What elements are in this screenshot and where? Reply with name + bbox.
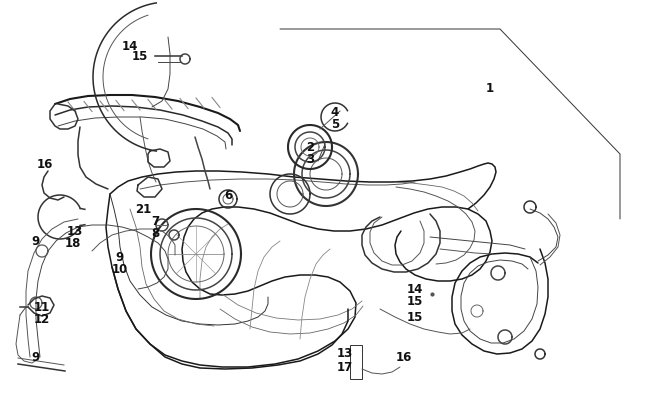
Text: 2: 2	[306, 141, 314, 154]
Text: 12: 12	[34, 313, 50, 326]
Text: 17: 17	[337, 360, 353, 373]
Text: 14: 14	[122, 39, 138, 52]
Text: 16: 16	[37, 158, 53, 171]
Text: 9: 9	[31, 351, 39, 364]
Text: 7: 7	[151, 215, 159, 228]
Text: 21: 21	[135, 203, 151, 216]
Text: 13: 13	[337, 347, 353, 360]
Text: 9: 9	[116, 251, 124, 264]
Text: 3: 3	[306, 153, 314, 166]
Text: 6: 6	[224, 189, 232, 202]
Text: 14: 14	[407, 283, 423, 296]
Text: 5: 5	[331, 117, 339, 130]
Text: 15: 15	[132, 50, 148, 63]
Text: 15: 15	[407, 295, 423, 308]
Text: 1: 1	[486, 81, 494, 94]
Text: 16: 16	[396, 351, 412, 364]
Bar	[350, 345, 362, 379]
Text: 9: 9	[31, 235, 39, 248]
Text: 11: 11	[34, 301, 50, 314]
Text: 15: 15	[407, 311, 423, 324]
Text: 4: 4	[331, 105, 339, 118]
Text: 13: 13	[67, 225, 83, 238]
Text: 18: 18	[65, 237, 81, 250]
Text: 8: 8	[151, 227, 159, 240]
Text: 10: 10	[112, 263, 128, 276]
